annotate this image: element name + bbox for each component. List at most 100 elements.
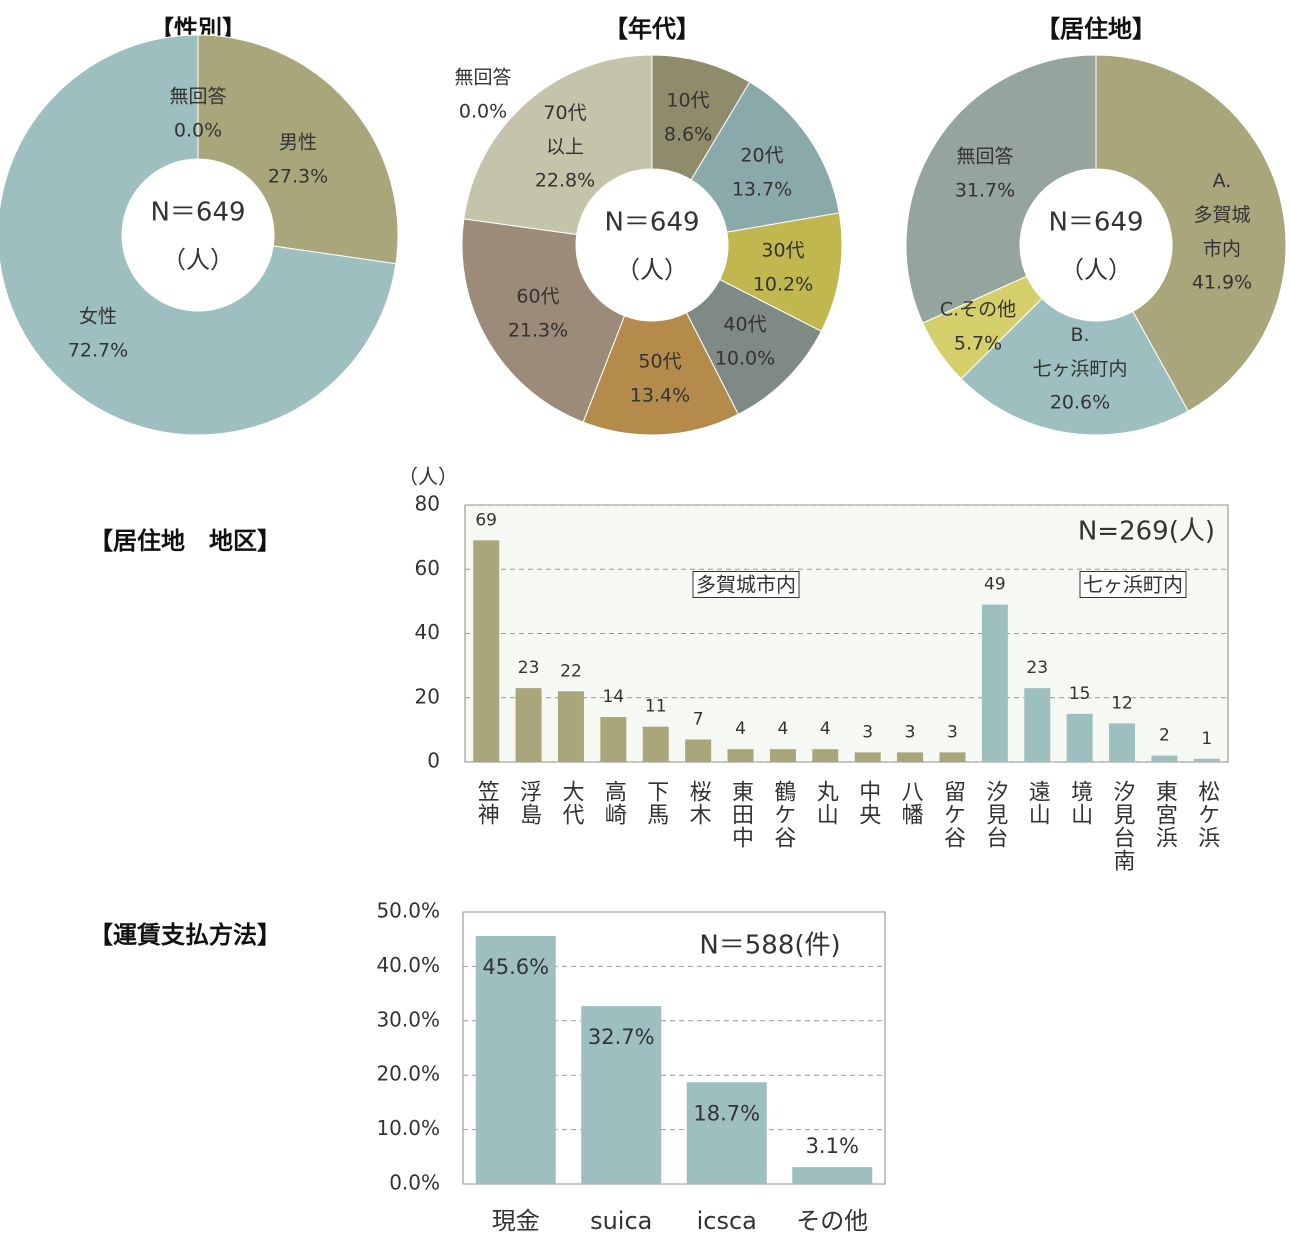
x-tick-label: icsca xyxy=(697,1207,757,1235)
x-tick-label: 下馬 xyxy=(643,780,669,826)
x-tick-label: 八幡 xyxy=(898,780,924,826)
group-label: 多賀城市内 xyxy=(696,573,796,597)
y-tick-label: 20.0% xyxy=(376,1062,440,1086)
slice-value-label: 13.4% xyxy=(630,385,690,407)
slice-value-label: 13.7% xyxy=(732,179,792,201)
bar xyxy=(581,1006,662,1184)
bar xyxy=(686,1082,767,1184)
bar xyxy=(557,691,584,762)
y-tick-label: 80 xyxy=(415,492,440,516)
bar xyxy=(1193,758,1220,762)
x-tick-label: suica xyxy=(590,1207,652,1235)
slice-value-label: 21.3% xyxy=(508,320,568,342)
donut-slice xyxy=(461,218,626,423)
value-label: 3 xyxy=(862,722,873,742)
slice-label: 無回答 xyxy=(956,146,1013,168)
y-tick-label: 40 xyxy=(415,620,440,644)
group-label: 七ヶ浜町内 xyxy=(1083,573,1183,597)
bar xyxy=(981,604,1008,762)
donut-slice xyxy=(197,34,399,265)
center-text: N＝649 xyxy=(1048,208,1143,238)
bar xyxy=(812,749,839,762)
slice-value-label: 27.3% xyxy=(268,166,328,188)
center-unit: （人） xyxy=(616,256,688,284)
value-label: 4 xyxy=(735,719,746,739)
value-label: 3 xyxy=(947,722,958,742)
x-tick-label: 境山 xyxy=(1067,780,1093,826)
slice-label: 女性 xyxy=(79,306,117,328)
y-tick-label: 60 xyxy=(415,556,440,580)
bar xyxy=(939,752,966,762)
value-label: 7 xyxy=(693,710,704,730)
slice-value-label: 5.7% xyxy=(954,333,1002,355)
bar xyxy=(1066,713,1093,762)
value-label: 4 xyxy=(820,719,831,739)
y-tick-label: 20 xyxy=(415,684,440,708)
x-tick-label: 松ケ浜 xyxy=(1194,780,1220,849)
value-label: 22 xyxy=(560,661,582,681)
x-tick-label: その他 xyxy=(796,1207,868,1235)
donut-slice xyxy=(1095,54,1287,412)
bar xyxy=(897,752,924,762)
x-tick-label: 東宮浜 xyxy=(1152,780,1178,849)
value-label: 3 xyxy=(905,722,916,742)
value-label: 23 xyxy=(518,658,540,678)
value-label: 12 xyxy=(1111,693,1133,713)
donut-slice xyxy=(690,81,840,233)
slice-label: 男性 xyxy=(279,132,317,154)
group-label-box xyxy=(692,571,800,598)
chart-title: 【運賃支払方法】 xyxy=(89,921,281,949)
value-label: 49 xyxy=(984,575,1006,595)
y-tick-label: 0.0% xyxy=(389,1171,440,1195)
slice-value-label: 0.0% xyxy=(174,120,222,142)
value-label: 69 xyxy=(475,510,497,530)
x-tick-label: 浮島 xyxy=(516,780,542,826)
bar xyxy=(769,749,796,762)
bar xyxy=(1024,688,1051,762)
y-tick-label: 0 xyxy=(427,749,440,773)
x-tick-label: 中央 xyxy=(855,780,881,826)
x-tick-label: 遠山 xyxy=(1025,780,1051,826)
slice-label: 30代 xyxy=(761,240,804,262)
slice-value-label: 0.0% xyxy=(459,101,507,123)
y-tick-label: 50.0% xyxy=(376,899,440,923)
x-tick-label: 桜木 xyxy=(686,780,712,826)
value-label: 45.6% xyxy=(482,955,549,979)
y-axis-label: （人） xyxy=(398,465,458,489)
slice-value-label: 31.7% xyxy=(955,180,1015,202)
slice-label: 70代以上 xyxy=(543,102,586,158)
y-tick-label: 40.0% xyxy=(376,953,440,977)
value-label: 3.1% xyxy=(806,1134,859,1158)
value-label: 11 xyxy=(645,697,667,717)
value-label: 23 xyxy=(1026,658,1048,678)
donut-slice xyxy=(905,54,1097,324)
value-label: 1 xyxy=(1201,729,1212,749)
x-tick-label: 現金 xyxy=(492,1207,540,1235)
value-label: 32.7% xyxy=(588,1025,655,1049)
bar xyxy=(685,739,712,762)
donut-slice xyxy=(582,312,739,436)
donut-slice xyxy=(960,297,1189,436)
slice-label: 10代 xyxy=(666,90,709,112)
bar xyxy=(854,752,881,762)
slice-label: C.その他 xyxy=(940,299,1016,321)
value-label: 2 xyxy=(1159,726,1170,746)
x-tick-label: 汐見台南 xyxy=(1110,780,1136,872)
value-label: 18.7% xyxy=(693,1101,760,1125)
chart-title: 【年代】 xyxy=(604,15,700,43)
bar xyxy=(473,540,500,762)
x-tick-label: 丸山 xyxy=(813,780,839,826)
slice-label: A.多賀城市内 xyxy=(1193,170,1250,260)
x-tick-label: 高崎 xyxy=(601,780,626,826)
slice-label: 50代 xyxy=(638,351,681,373)
donut-slice xyxy=(463,54,653,236)
bar xyxy=(515,688,542,762)
center-text: N＝649 xyxy=(604,208,699,238)
chart-title: 【居住地 地区】 xyxy=(89,527,281,555)
bar xyxy=(475,935,556,1184)
slice-value-label: 41.9% xyxy=(1192,272,1252,294)
x-tick-label: 大代 xyxy=(558,780,584,826)
bar xyxy=(600,717,627,762)
slice-value-label: 22.8% xyxy=(535,170,595,192)
